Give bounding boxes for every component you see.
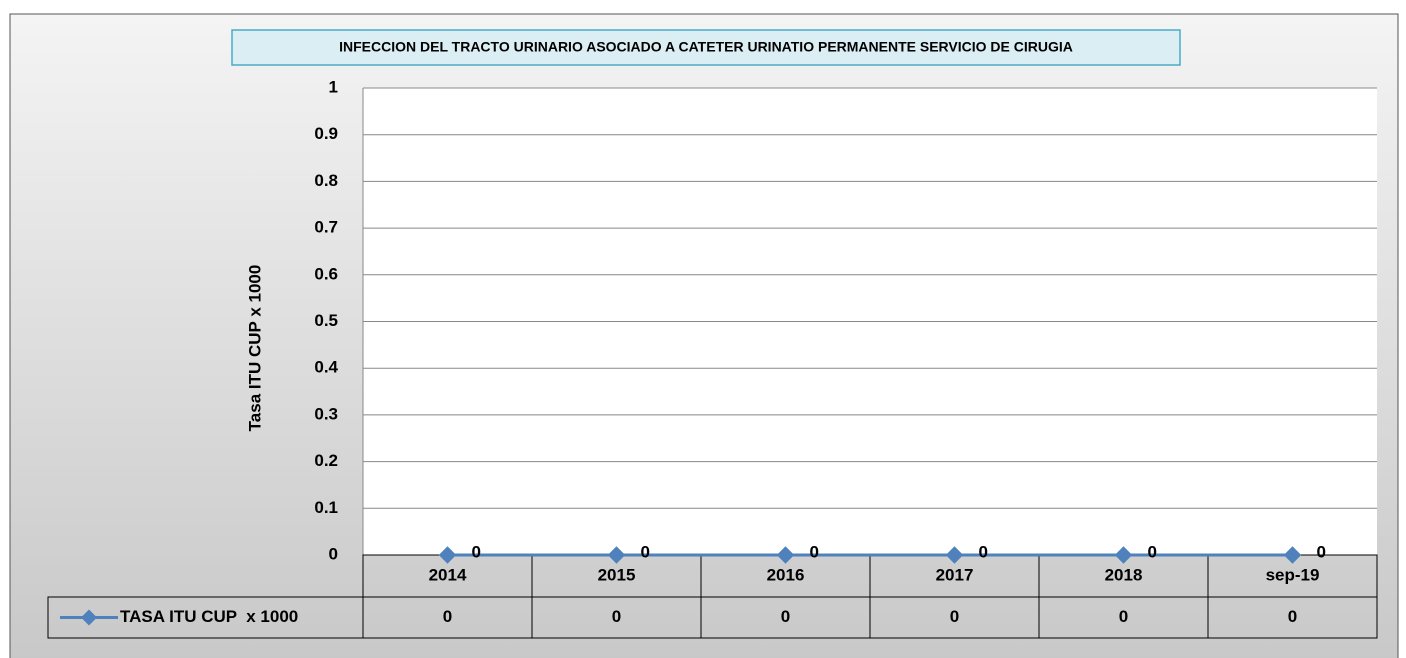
data-label: 0 (641, 542, 650, 561)
y-axis-label: Tasa ITU CUP x 1000 (245, 265, 264, 432)
x-tick-label: 2017 (936, 565, 974, 584)
legend-marker (81, 609, 97, 626)
legend-label: TASA ITU CUP x 1000 (120, 607, 298, 626)
y-tick-label: 0.1 (314, 498, 338, 517)
table-value: 0 (781, 607, 790, 626)
marker (607, 546, 626, 564)
table-value: 0 (950, 607, 959, 626)
y-tick-label: 0 (329, 544, 338, 563)
data-label: 0 (810, 542, 819, 561)
data-label: 0 (472, 542, 481, 561)
y-tick-label: 0.4 (314, 358, 338, 377)
y-tick-label: 0.3 (314, 404, 338, 423)
table-cell (1207, 596, 1378, 639)
marker (1114, 546, 1133, 564)
table-value: 0 (1288, 607, 1297, 626)
y-tick-label: 0.9 (314, 124, 338, 143)
chart-title: INFECCION DEL TRACTO URINARIO ASOCIADO A… (339, 39, 1073, 55)
y-tick-label: 1 (329, 77, 338, 96)
marker (1283, 546, 1302, 564)
marker (438, 546, 457, 564)
table-value: 0 (612, 607, 621, 626)
x-tick-label: 2018 (1105, 565, 1143, 584)
marker (776, 546, 795, 564)
table-value: 0 (1119, 607, 1128, 626)
data-label: 0 (1317, 542, 1326, 561)
x-tick-label: sep-19 (1266, 565, 1320, 584)
x-tick-label: 2015 (598, 565, 636, 584)
y-tick-label: 0.7 (314, 218, 338, 237)
y-tick-label: 0.8 (314, 171, 338, 190)
x-tick-label: 2016 (767, 565, 805, 584)
y-tick-label: 0.6 (314, 264, 338, 283)
table-value: 0 (443, 607, 452, 626)
x-tick-label: 2014 (429, 565, 467, 584)
data-label: 0 (1148, 542, 1157, 561)
data-label: 0 (979, 542, 988, 561)
marker (945, 546, 964, 564)
title-box (231, 29, 1181, 66)
y-tick-label: 0.2 (314, 451, 338, 470)
y-tick-label: 0.5 (314, 311, 338, 330)
